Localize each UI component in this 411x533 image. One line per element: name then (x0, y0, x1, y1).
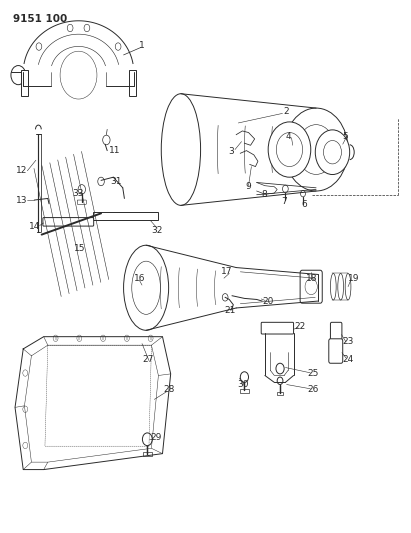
Ellipse shape (345, 273, 351, 300)
Circle shape (143, 433, 152, 446)
FancyBboxPatch shape (330, 322, 342, 342)
Text: 8: 8 (261, 190, 267, 199)
Text: 7: 7 (281, 197, 287, 206)
Circle shape (103, 135, 110, 145)
Polygon shape (129, 70, 136, 96)
Ellipse shape (338, 273, 344, 300)
FancyBboxPatch shape (143, 452, 152, 456)
Circle shape (36, 43, 42, 50)
Text: 19: 19 (348, 273, 360, 282)
Circle shape (300, 190, 305, 197)
Circle shape (11, 66, 25, 85)
Text: 26: 26 (307, 385, 319, 394)
Text: 23: 23 (343, 337, 354, 346)
Text: 18: 18 (306, 273, 317, 282)
Circle shape (101, 335, 106, 342)
Text: 33: 33 (72, 189, 84, 198)
Polygon shape (21, 70, 28, 96)
Circle shape (67, 25, 73, 31)
Text: 6: 6 (302, 200, 307, 209)
FancyBboxPatch shape (93, 212, 158, 220)
FancyBboxPatch shape (300, 270, 322, 303)
Text: 12: 12 (16, 166, 28, 175)
Circle shape (23, 442, 28, 449)
Text: 29: 29 (150, 433, 162, 442)
Text: 5: 5 (343, 132, 349, 141)
Text: 1: 1 (139, 42, 145, 51)
Text: 21: 21 (224, 305, 236, 314)
FancyBboxPatch shape (240, 389, 249, 393)
Circle shape (60, 51, 97, 99)
Ellipse shape (161, 94, 201, 205)
Ellipse shape (330, 273, 336, 300)
Text: 22: 22 (295, 321, 306, 330)
Circle shape (222, 294, 228, 301)
Text: 30: 30 (238, 380, 249, 389)
FancyBboxPatch shape (329, 339, 343, 364)
Circle shape (77, 335, 82, 342)
Ellipse shape (132, 261, 160, 314)
Text: 4: 4 (285, 132, 291, 141)
Text: 25: 25 (307, 369, 319, 378)
Circle shape (297, 125, 335, 174)
FancyBboxPatch shape (77, 200, 86, 204)
Circle shape (268, 122, 311, 177)
Circle shape (240, 372, 249, 382)
Circle shape (23, 370, 28, 376)
Text: 13: 13 (16, 196, 28, 205)
Circle shape (284, 108, 348, 191)
FancyBboxPatch shape (43, 217, 94, 226)
Text: 28: 28 (164, 385, 175, 394)
Circle shape (125, 335, 129, 342)
Text: 9151 100: 9151 100 (13, 14, 67, 25)
Circle shape (23, 406, 28, 413)
Circle shape (53, 335, 58, 342)
Text: 14: 14 (28, 222, 40, 231)
Text: 32: 32 (151, 226, 163, 235)
Text: 9: 9 (246, 182, 252, 191)
Circle shape (276, 364, 284, 374)
Circle shape (148, 335, 153, 342)
Circle shape (277, 377, 283, 384)
Text: 17: 17 (221, 268, 233, 276)
Circle shape (98, 177, 104, 185)
Text: 24: 24 (343, 355, 354, 364)
Circle shape (315, 130, 350, 174)
Circle shape (305, 279, 317, 295)
Ellipse shape (124, 245, 169, 330)
Text: 20: 20 (262, 296, 273, 305)
Circle shape (282, 185, 288, 192)
Circle shape (84, 25, 90, 31)
Text: 27: 27 (142, 355, 153, 364)
Circle shape (78, 184, 85, 194)
Circle shape (276, 133, 302, 166)
FancyBboxPatch shape (261, 322, 293, 334)
Text: 11: 11 (109, 146, 121, 155)
Text: 3: 3 (228, 147, 234, 156)
Circle shape (323, 141, 342, 164)
FancyBboxPatch shape (277, 392, 283, 395)
Text: 2: 2 (283, 107, 289, 116)
Circle shape (115, 43, 121, 50)
Text: 15: 15 (74, 244, 85, 253)
Text: 31: 31 (111, 177, 122, 186)
Text: 16: 16 (134, 273, 145, 282)
